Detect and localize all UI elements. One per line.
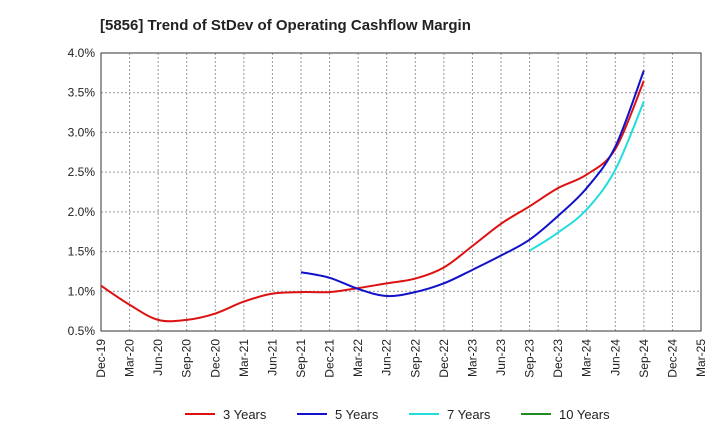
x-tick-label: Dec-24 — [665, 339, 679, 378]
y-tick-label: 1.5% — [68, 245, 96, 259]
x-tick-label: Sep-23 — [523, 339, 537, 378]
x-tick-label: Dec-23 — [551, 339, 565, 378]
x-tick-label: Jun-21 — [265, 339, 279, 376]
x-tick-label: Dec-22 — [437, 339, 451, 378]
y-tick-label: 2.5% — [68, 165, 96, 179]
x-tick-label: Jun-20 — [151, 339, 165, 376]
x-tick-label: Mar-23 — [465, 339, 479, 377]
x-tick-label: Mar-24 — [580, 339, 594, 377]
x-tick-label: Jun-24 — [608, 339, 622, 376]
plot-frame — [100, 52, 702, 332]
x-tick-label: Dec-20 — [208, 339, 222, 378]
legend: 3 Years 5 Years 7 Years 10 Years — [185, 407, 610, 422]
legend-label: 10 Years — [559, 407, 610, 422]
y-tick-label: 3.0% — [68, 125, 96, 139]
x-tick-label: Mar-21 — [237, 339, 251, 377]
chart-title: [5856] Trend of StDev of Operating Cashf… — [100, 17, 471, 34]
x-tick-label: Mar-20 — [123, 339, 137, 377]
series-line-7-years — [529, 101, 645, 252]
x-tick-label: Mar-22 — [351, 339, 365, 377]
legend-label: 3 Years — [223, 407, 267, 422]
y-tick-label: 3.5% — [68, 86, 96, 100]
y-tick-label: 1.0% — [68, 284, 96, 298]
x-tick-label: Dec-19 — [94, 339, 108, 378]
x-tick-label: Dec-21 — [323, 339, 337, 378]
grid — [100, 52, 702, 332]
x-tick-label: Jun-23 — [494, 339, 508, 376]
x-tick-label: Sep-20 — [180, 339, 194, 378]
y-tick-label: 4.0% — [68, 46, 96, 60]
axes: 0.5% 1.0% 1.5% 2.0% 2.5% 3.0% 3.5% 4.0% Dec-19 Ma… — [68, 46, 708, 378]
y-tick-label: 0.5% — [68, 324, 96, 338]
x-tick-label: Jun-22 — [380, 339, 394, 376]
legend-label: 5 Years — [335, 407, 379, 422]
series-lines — [100, 70, 645, 323]
series-line-5-years — [300, 70, 645, 298]
x-tick-label: Sep-21 — [294, 339, 308, 378]
series-line-3-years — [100, 80, 645, 323]
x-tick-label: Sep-24 — [637, 339, 651, 378]
legend-label: 7 Years — [447, 407, 491, 422]
x-tick-label: Sep-22 — [408, 339, 422, 378]
x-tick-label: Mar-25 — [694, 339, 708, 377]
y-tick-label: 2.0% — [68, 205, 96, 219]
